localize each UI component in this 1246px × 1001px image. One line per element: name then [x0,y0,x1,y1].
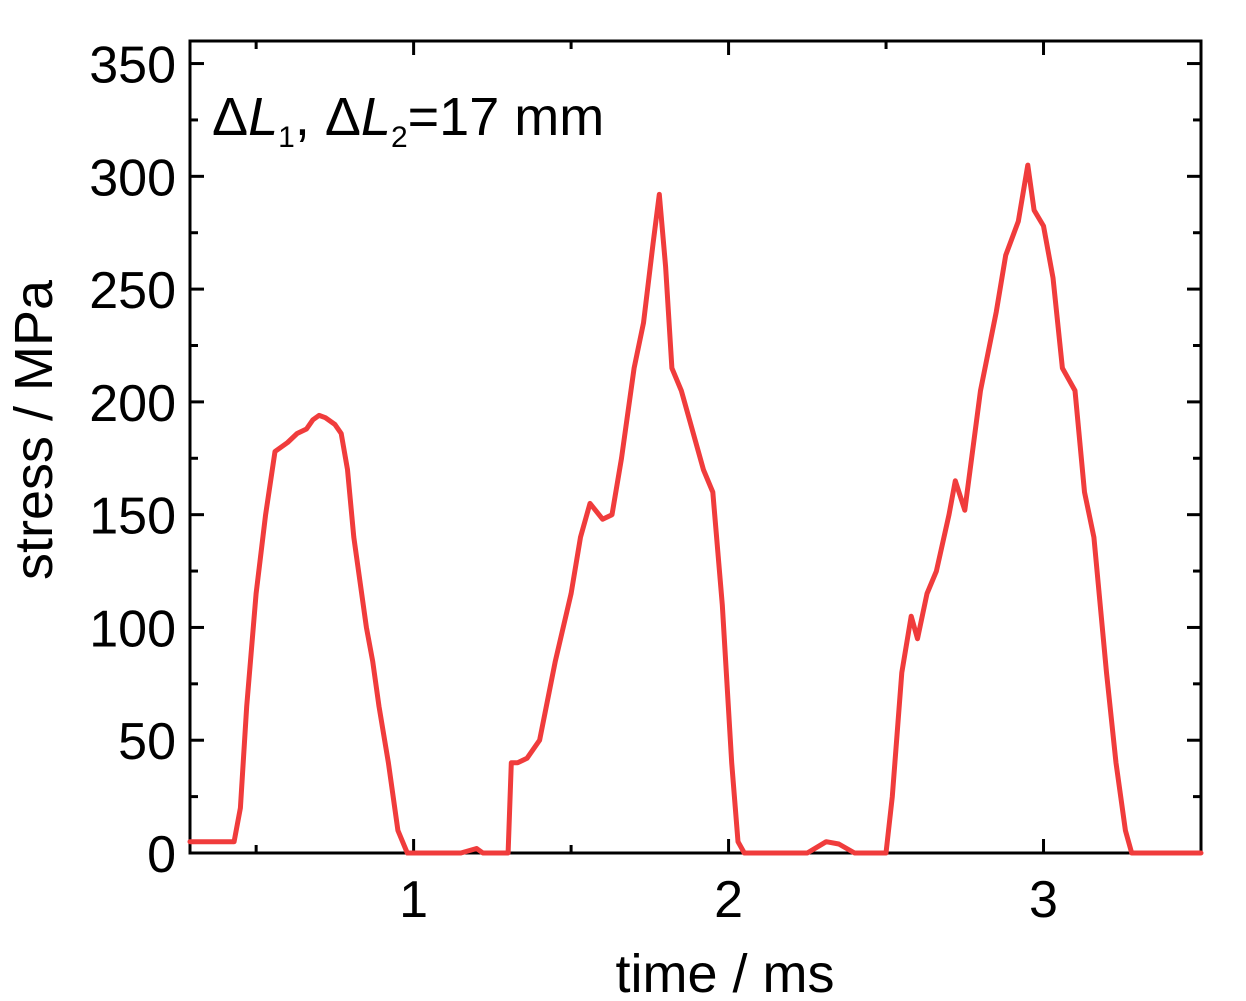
axis-ticks [190,41,1203,855]
x-tick-label: 1 [399,871,428,929]
axis-tick-labels: 1 2 3 0 50 100 150 200 250 300 350 [89,37,1058,929]
x-tick-label: 3 [1029,871,1058,929]
annotation-l-2: L [361,87,391,147]
y-tick-label: 150 [89,488,176,546]
plot-area-border [188,39,1203,855]
y-tick-label: 300 [89,149,176,207]
annotation-delta-2: Δ [325,87,361,147]
annotation-sub-1: 1 [278,121,295,154]
y-axis-label: stress / MPa [4,279,64,580]
y-tick-label: 0 [147,826,176,884]
annotation-sub-2: 2 [391,121,408,154]
y-tick-label: 350 [89,37,176,95]
annotation-delta-l: ΔL1, ΔL2=17 mm [212,87,604,154]
x-axis-label: time / ms [615,944,834,1001]
annotation-separator: , [295,87,325,147]
x-tick-label: 2 [714,871,743,929]
annotation-rest: =17 mm [408,87,605,147]
y-tick-label: 250 [89,262,176,320]
y-tick-label: 100 [89,600,176,658]
plot-frame [188,39,1203,855]
annotation-l-1: L [248,87,278,147]
y-tick-label: 50 [118,713,176,771]
y-tick-label: 200 [89,375,176,433]
series-line-stress [187,162,1204,856]
annotation-delta-1: Δ [212,87,248,147]
